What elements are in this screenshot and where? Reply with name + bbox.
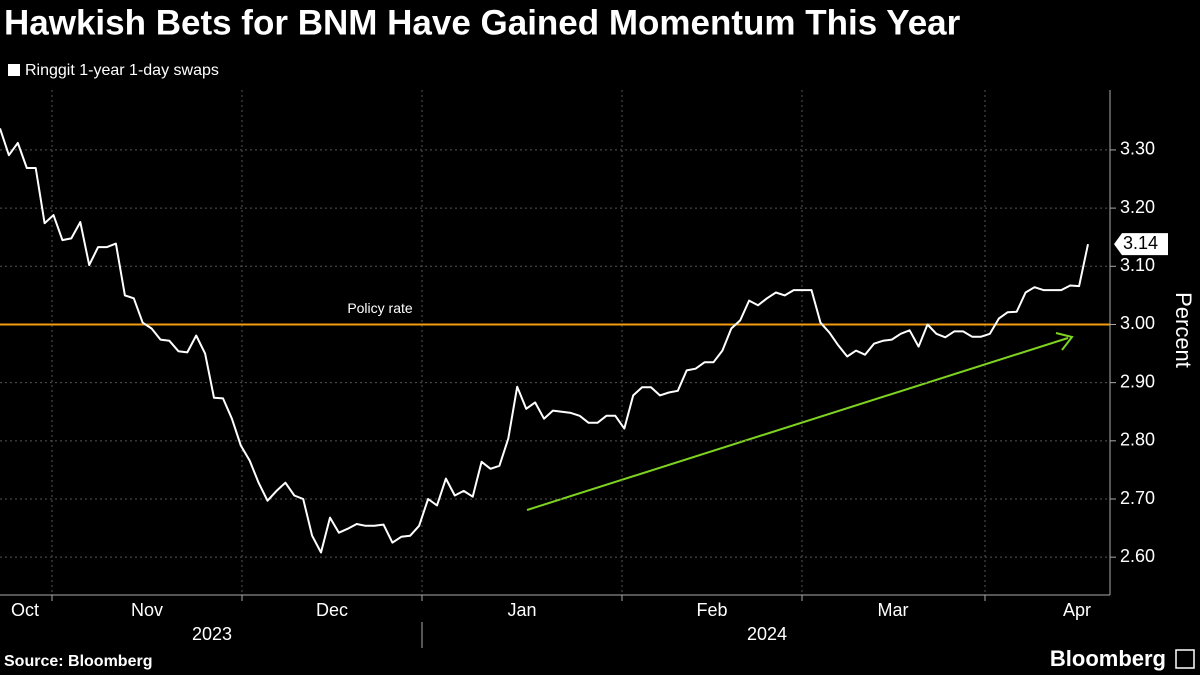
x-tick-label: Jan: [507, 600, 536, 620]
x-tick-label: Feb: [696, 600, 727, 620]
policy-rate-label: Policy rate: [347, 300, 413, 316]
last-value-box: [1114, 233, 1168, 256]
legend-swatch: [8, 64, 20, 76]
last-value-label: 3.14: [1123, 233, 1158, 253]
x-tick-label: Dec: [316, 600, 348, 620]
y-tick-label: 3.00: [1120, 313, 1155, 333]
y-tick-label: 3.20: [1120, 197, 1155, 217]
chart-title: Hawkish Bets for BNM Have Gained Momentu…: [4, 3, 961, 42]
year-label: 2024: [747, 624, 787, 644]
y-tick-label: 2.80: [1120, 430, 1155, 450]
y-tick-label: 2.60: [1120, 546, 1155, 566]
legend-label: Ringgit 1-year 1-day swaps: [25, 62, 219, 79]
x-tick-label: Apr: [1063, 600, 1091, 620]
series-line: [0, 128, 1089, 554]
brand: Bloomberg: [1050, 646, 1166, 671]
y-tick-label: 3.30: [1120, 139, 1155, 159]
y-axis-label: Percent: [1171, 292, 1196, 368]
x-tick-label: Nov: [131, 600, 163, 620]
brand-icon: [1175, 649, 1195, 669]
y-tick-label: 2.90: [1120, 371, 1155, 391]
year-label: 2023: [192, 624, 232, 644]
source: Source: Bloomberg: [4, 653, 152, 670]
trend-arrow: [526, 337, 1069, 511]
x-tick-label: Mar: [878, 600, 909, 620]
y-tick-label: 2.70: [1120, 488, 1155, 508]
x-tick-label: Oct: [11, 600, 39, 620]
y-tick-label: 3.10: [1120, 255, 1155, 275]
trend-arrow-head: [1055, 332, 1074, 351]
